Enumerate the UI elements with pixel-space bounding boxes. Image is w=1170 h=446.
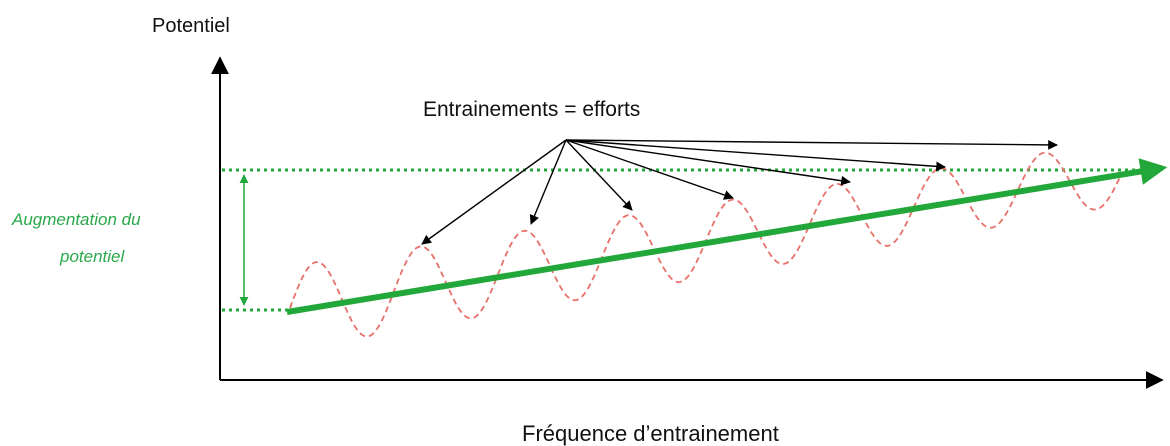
side-label-line2: potentiel <box>59 247 125 266</box>
y-axis-label: Potentiel <box>152 15 230 37</box>
effort-arrow-5 <box>565 139 851 186</box>
effort-arrows <box>421 139 1058 245</box>
effort-arrow-3 <box>565 139 633 211</box>
efforts-annotation: Entrainements = efforts <box>423 98 640 121</box>
effort-arrow-7 <box>565 139 1058 150</box>
effort-arrow-6 <box>565 139 946 172</box>
side-label-line1: Augmentation du <box>11 210 141 229</box>
potential-trend-arrow <box>286 158 1168 315</box>
x-axis-label: Fréquence d’entrainement <box>522 421 779 446</box>
effort-arrow-4 <box>565 139 734 200</box>
effort-arrow-2 <box>529 139 567 225</box>
effort-arrow-1 <box>421 139 567 245</box>
